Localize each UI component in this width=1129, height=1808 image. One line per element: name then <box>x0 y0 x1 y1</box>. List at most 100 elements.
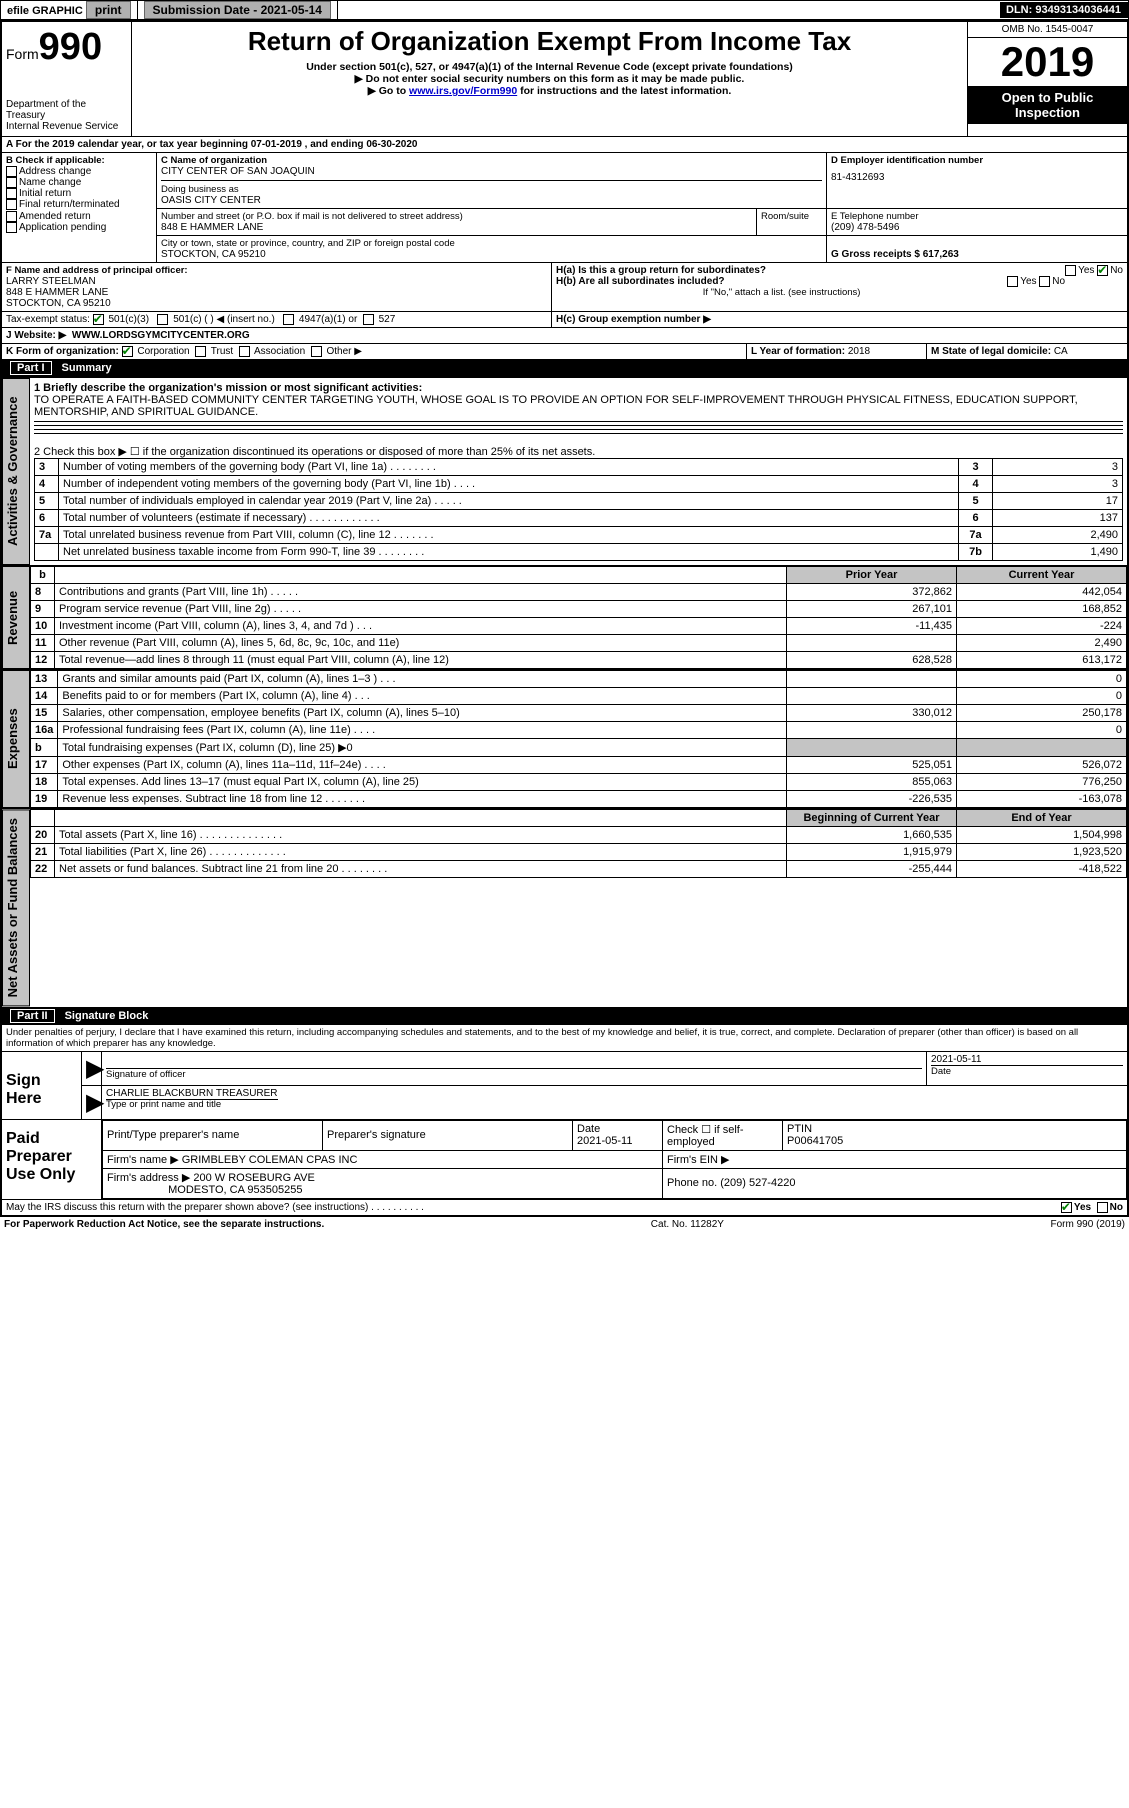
table-row: 6Total number of volunteers (estimate if… <box>35 510 1123 527</box>
subtitle-2: ▶ Do not enter social security numbers o… <box>136 73 963 85</box>
table-row: 7aTotal unrelated business revenue from … <box>35 527 1123 544</box>
net-assets-table: Beginning of Current YearEnd of Year 20T… <box>30 809 1127 878</box>
expenses-tab: Expenses <box>2 670 30 808</box>
table-row: 10Investment income (Part VIII, column (… <box>31 618 1127 635</box>
ha-yes-checkbox[interactable] <box>1065 265 1076 276</box>
501c-checkbox[interactable] <box>157 314 168 325</box>
omb-number: OMB No. 1545-0047 <box>968 22 1127 38</box>
association-checkbox[interactable] <box>239 346 250 357</box>
initial-return-checkbox[interactable] <box>6 188 17 199</box>
501c3-checkbox[interactable] <box>93 314 104 325</box>
irs-label: Internal Revenue Service <box>6 121 127 132</box>
city-state-zip: STOCKTON, CA 95210 <box>161 249 822 260</box>
c-label: C Name of organization <box>161 155 822 166</box>
discuss-no-checkbox[interactable] <box>1097 1202 1108 1213</box>
expenses-table: 13Grants and similar amounts paid (Part … <box>30 670 1127 808</box>
other-checkbox[interactable] <box>311 346 322 357</box>
h-note: If "No," attach a list. (see instruction… <box>556 287 1123 298</box>
hb-yes-checkbox[interactable] <box>1007 276 1018 287</box>
table-row: 13Grants and similar amounts paid (Part … <box>31 671 1127 688</box>
type-print-label: Type or print name and title <box>106 1099 221 1110</box>
address-change-checkbox[interactable] <box>6 166 17 177</box>
h-a: H(a) Is this a group return for subordin… <box>556 265 1123 276</box>
officer-name: LARRY STEELMAN <box>6 276 547 287</box>
name-change-checkbox[interactable] <box>6 177 17 188</box>
table-row: Net unrelated business taxable income fr… <box>35 544 1123 561</box>
form-number: Form990 <box>6 26 127 69</box>
table-row: 4Number of independent voting members of… <box>35 476 1123 493</box>
line-2: 2 Check this box ▶ ☐ if the organization… <box>34 445 1123 458</box>
print-button[interactable]: print <box>86 1 131 19</box>
activities-tab: Activities & Governance <box>2 378 30 565</box>
subtitle-1: Under section 501(c), 527, or 4947(a)(1)… <box>136 61 963 73</box>
application-pending-checkbox[interactable] <box>6 222 17 233</box>
table-row: 8Contributions and grants (Part VIII, li… <box>31 584 1127 601</box>
org-name: CITY CENTER OF SAN JOAQUIN <box>161 166 822 177</box>
declaration-text: Under penalties of perjury, I declare th… <box>2 1025 1127 1051</box>
arrow-icon: ▶ <box>82 1086 102 1119</box>
527-checkbox[interactable] <box>363 314 374 325</box>
room-label: Room/suite <box>757 209 827 235</box>
part-1-header: Part ISummary <box>2 359 1127 377</box>
sig-date: 2021-05-11 <box>931 1054 981 1065</box>
form-of-org: K Form of organization: Corporation Trus… <box>2 344 747 359</box>
open-inspection: Open to Public Inspection <box>968 86 1127 124</box>
part-2-header: Part IISignature Block <box>2 1007 1127 1025</box>
tax-exempt-status: Tax-exempt status: 501(c)(3) 501(c) ( ) … <box>2 312 552 327</box>
ha-no-checkbox[interactable] <box>1097 265 1108 276</box>
f-label: F Name and address of principal officer: <box>6 265 547 276</box>
table-row: 18Total expenses. Add lines 13–17 (must … <box>31 774 1127 791</box>
table-row: 12Total revenue—add lines 8 through 11 (… <box>31 652 1127 669</box>
discuss-yes-checkbox[interactable] <box>1061 1202 1072 1213</box>
table-row: 19Revenue less expenses. Subtract line 1… <box>31 791 1127 808</box>
table-row: 20Total assets (Part X, line 16) . . . .… <box>31 827 1127 844</box>
form-header: Form990 Department of the Treasury Inter… <box>2 22 1127 136</box>
street-address: 848 E HAMMER LANE <box>161 222 752 233</box>
officer-addr1: 848 E HAMMER LANE <box>6 287 547 298</box>
revenue-tab: Revenue <box>2 566 30 669</box>
4947-checkbox[interactable] <box>283 314 294 325</box>
net-assets-tab: Net Assets or Fund Balances <box>2 809 30 1006</box>
officer-addr2: STOCKTON, CA 95210 <box>6 298 547 309</box>
table-row: 15Salaries, other compensation, employee… <box>31 705 1127 722</box>
table-row: 17Other expenses (Part IX, column (A), l… <box>31 757 1127 774</box>
discuss-row: May the IRS discuss this return with the… <box>2 1200 1127 1215</box>
table-row: 21Total liabilities (Part X, line 26) . … <box>31 844 1127 861</box>
website-row: J Website: ▶ WWW.LORDSGYMCITYCENTER.ORG <box>2 328 1127 343</box>
h-c: H(c) Group exemption number ▶ <box>552 312 1127 327</box>
governance-table: 3Number of voting members of the governi… <box>34 458 1123 561</box>
trust-checkbox[interactable] <box>195 346 206 357</box>
hb-no-checkbox[interactable] <box>1039 276 1050 287</box>
section-b: B Check if applicable: Address change Na… <box>2 153 157 262</box>
amended-return-checkbox[interactable] <box>6 211 17 222</box>
dba-name: OASIS CITY CENTER <box>161 195 822 206</box>
dept-treasury: Department of the Treasury <box>6 99 127 121</box>
preparer-table: Print/Type preparer's name Preparer's si… <box>102 1120 1127 1199</box>
paid-preparer-label: Paid Preparer Use Only <box>2 1120 102 1199</box>
city-label: City or town, state or province, country… <box>161 238 822 249</box>
arrow-icon: ▶ <box>82 1052 102 1085</box>
mission-text: TO OPERATE A FAITH-BASED COMMUNITY CENTE… <box>34 394 1123 418</box>
d-label: D Employer identification number <box>831 155 1123 166</box>
efile-label: efile GRAPHIC print <box>1 1 138 19</box>
sign-here-label: Sign Here <box>2 1052 82 1119</box>
table-row: 9Program service revenue (Part VIII, lin… <box>31 601 1127 618</box>
website-url: WWW.LORDSGYMCITYCENTER.ORG <box>72 330 250 341</box>
irs-link[interactable]: www.irs.gov/Form990 <box>409 85 517 97</box>
dba-label: Doing business as <box>161 184 822 195</box>
table-row: 5Total number of individuals employed in… <box>35 493 1123 510</box>
ein: 81-4312693 <box>831 172 1123 183</box>
addr-label: Number and street (or P.O. box if mail i… <box>161 211 752 222</box>
table-row: bTotal fundraising expenses (Part IX, co… <box>31 739 1127 757</box>
revenue-table: bPrior YearCurrent Year 8Contributions a… <box>30 566 1127 669</box>
sig-officer-label: Signature of officer <box>106 1069 186 1080</box>
page-footer: For Paperwork Reduction Act Notice, see … <box>0 1217 1129 1232</box>
line-1-label: 1 Briefly describe the organization's mi… <box>34 382 1123 394</box>
state-domicile: M State of legal domicile: CA <box>927 344 1127 359</box>
telephone: (209) 478-5496 <box>831 222 1123 233</box>
corporation-checkbox[interactable] <box>122 346 133 357</box>
final-return-checkbox[interactable] <box>6 199 17 210</box>
table-row: 14Benefits paid to or for members (Part … <box>31 688 1127 705</box>
submission-date: Submission Date - 2021-05-14 <box>138 1 338 19</box>
h-b: H(b) Are all subordinates included? Yes … <box>556 276 1123 287</box>
